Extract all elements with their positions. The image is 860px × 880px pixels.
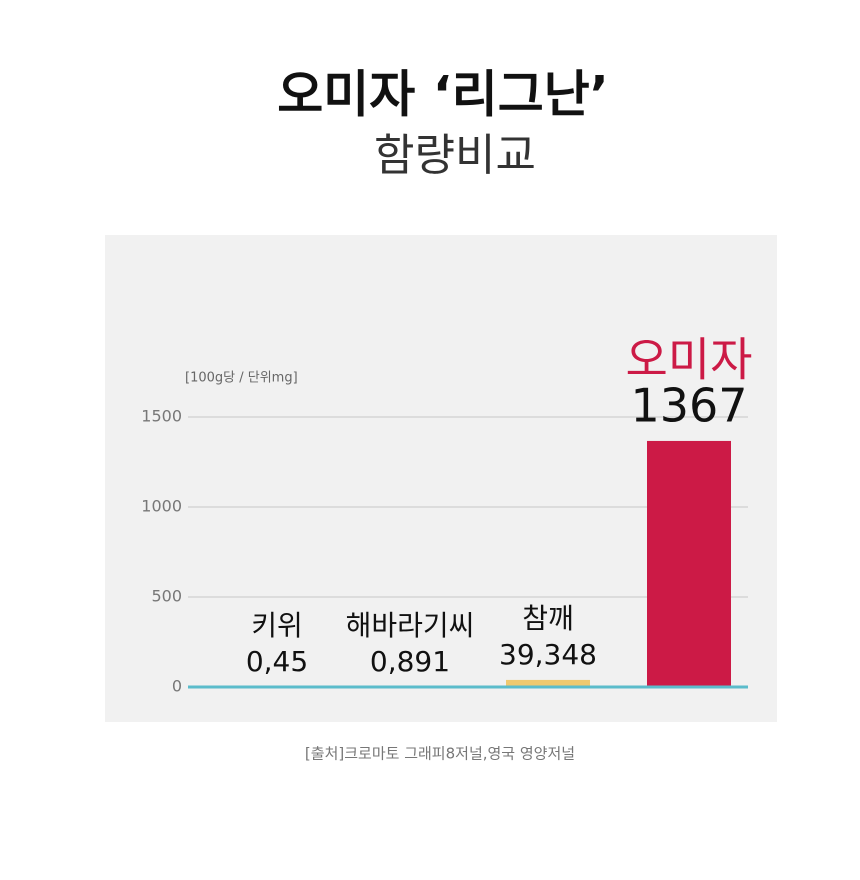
value-label: 0,45 xyxy=(246,645,308,678)
category-label: 키위 xyxy=(251,609,303,642)
value-label: 39,348 xyxy=(499,638,597,671)
value-label: 0,891 xyxy=(370,645,450,678)
source-note: [출처]크로마토 그래피8저널,영국 영양저널 xyxy=(305,745,575,763)
chart-subtitle: 함량비교 xyxy=(374,130,536,181)
bar xyxy=(647,440,731,687)
category-label: 참깨 xyxy=(522,602,574,635)
y-tick-label: 1500 xyxy=(141,407,182,426)
y-tick-label: 500 xyxy=(151,587,182,606)
category-label: 해바라기씨 xyxy=(346,609,475,642)
y-tick-label: 0 xyxy=(172,677,182,696)
category-label: 오미자 xyxy=(626,332,753,386)
value-label: 1367 xyxy=(630,378,747,432)
chart-title: 오미자 ‘리그난’ xyxy=(277,66,608,124)
bar xyxy=(506,679,590,687)
unit-label: [100g당 / 단위mg] xyxy=(185,371,298,386)
y-tick-label: 1000 xyxy=(141,497,182,516)
